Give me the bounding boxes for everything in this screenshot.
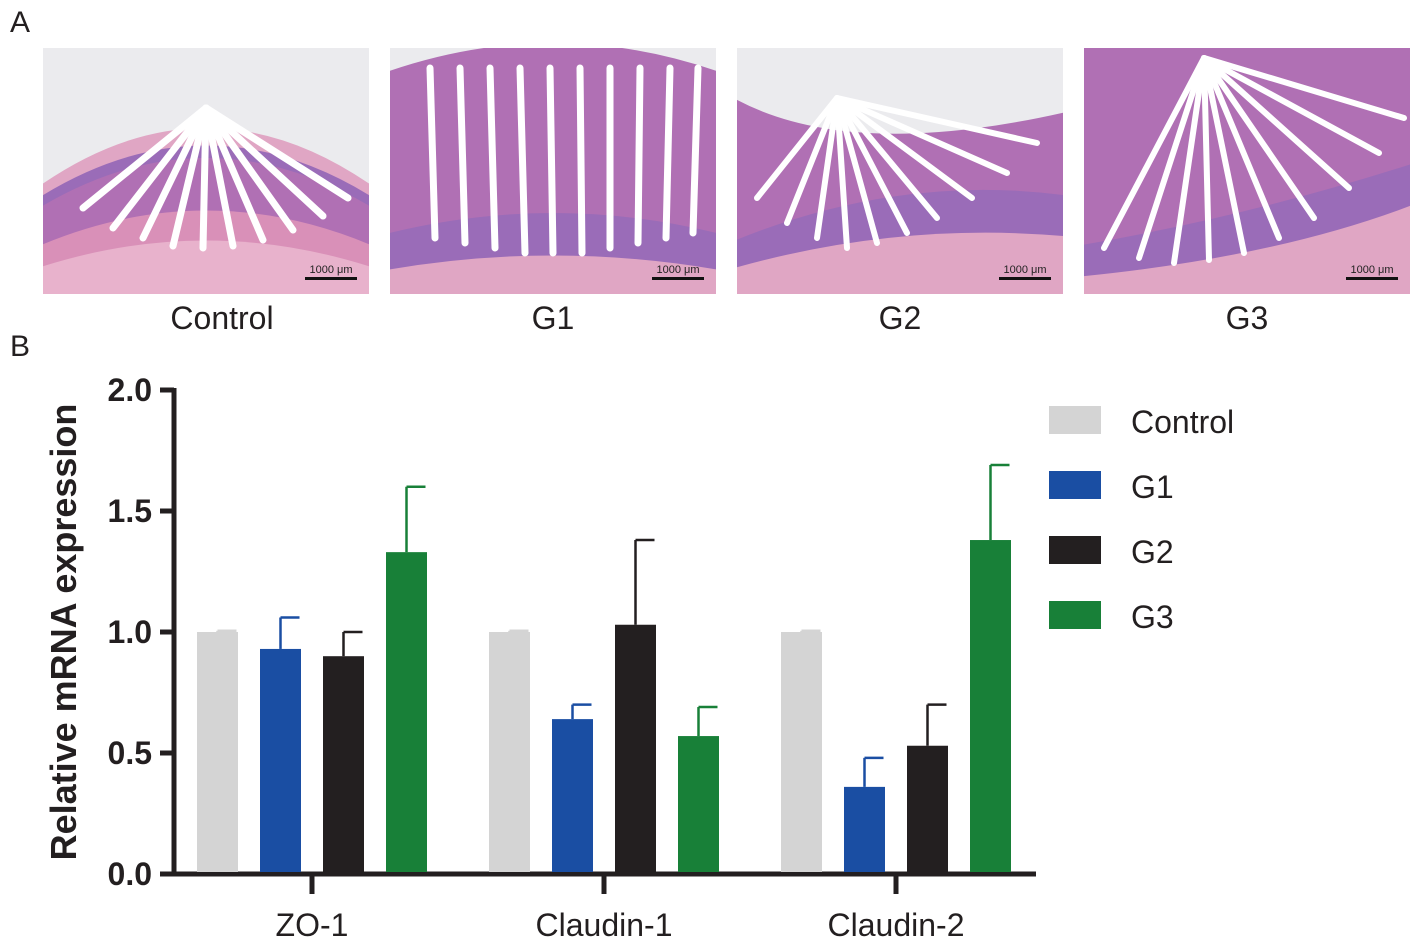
y-tick-label: 0.0 (108, 856, 152, 892)
bar-g3-zo-1 (386, 552, 427, 872)
micrograph-label-g1: G1 (531, 300, 575, 336)
legend-label-g3: G3 (1131, 599, 1174, 635)
legend-label-control: Control (1131, 404, 1234, 440)
bar-g2-zo-1 (323, 656, 364, 872)
scale-bar-label: 1000 μm (656, 264, 700, 276)
legend-swatch-g2 (1049, 536, 1101, 564)
micrograph-label-g3: G3 (1225, 300, 1269, 336)
bar-chart: Relative mRNA expression 0.0 0.5 1.0 1.5 2.0 Z… (43, 372, 1234, 943)
micrograph-g2: 1000 μm (737, 48, 1063, 294)
y-tick-label: 2.0 (108, 372, 152, 408)
scale-bar-label: 1000 μm (1350, 264, 1394, 276)
micrograph-label-control: Control (170, 300, 274, 336)
micrograph-control: 1000 μm (43, 48, 369, 294)
legend-swatch-g3 (1049, 601, 1101, 629)
x-tick-label: ZO-1 (276, 907, 349, 943)
scale-bar-label: 1000 μm (1003, 264, 1047, 276)
micrograph-g3: 1000 μm (1084, 48, 1410, 294)
bar-g3-claudin-2 (970, 540, 1011, 872)
y-tick-label: 1.0 (108, 614, 152, 650)
legend-label-g1: G1 (1131, 469, 1174, 505)
micrograph-label-g2: G2 (878, 300, 922, 336)
bar-control-claudin-1 (489, 632, 530, 872)
legend-swatch-control (1049, 406, 1101, 434)
scale-bar-label: 1000 μm (309, 264, 353, 276)
legend-label-g2: G2 (1131, 534, 1174, 570)
panel-b-letter: B (10, 330, 31, 363)
y-axis-title: Relative mRNA expression (43, 404, 84, 861)
bar-g3-claudin-1 (678, 736, 719, 872)
x-tick-label: Claudin-2 (828, 907, 965, 943)
scale-bar: 1000 μm (305, 264, 357, 280)
y-tick-label: 0.5 (108, 735, 152, 771)
legend-swatch-g1 (1049, 471, 1101, 499)
scale-bar: 1000 μm (652, 264, 704, 280)
bar-g1-zo-1 (260, 648, 301, 872)
bar-g1-claudin-1 (552, 719, 593, 872)
y-tick-label: 1.5 (108, 493, 152, 529)
bar-g2-claudin-2 (907, 745, 948, 872)
panel-a-letter: A (10, 6, 31, 39)
bar-g2-claudin-1 (615, 624, 656, 872)
x-tick-label: Claudin-1 (536, 907, 673, 943)
micrograph-g1: 1000 μm (390, 48, 716, 294)
bar-control-claudin-2 (781, 632, 822, 872)
scale-bar: 1000 μm (999, 264, 1051, 280)
bar-g1-claudin-2 (844, 786, 885, 872)
bar-control-zo-1 (197, 632, 238, 872)
scale-bar: 1000 μm (1346, 264, 1398, 280)
